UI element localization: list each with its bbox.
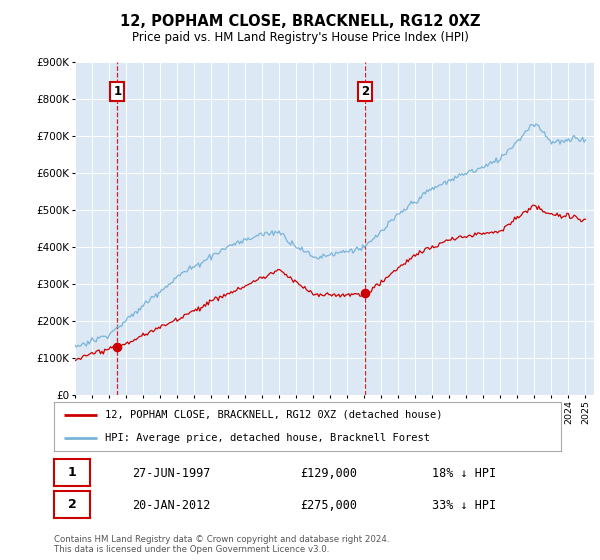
- Text: 1: 1: [68, 465, 76, 479]
- Text: £129,000: £129,000: [300, 466, 357, 480]
- Text: Contains HM Land Registry data © Crown copyright and database right 2024.
This d: Contains HM Land Registry data © Crown c…: [54, 535, 389, 554]
- Text: 27-JUN-1997: 27-JUN-1997: [132, 466, 211, 480]
- Text: Price paid vs. HM Land Registry's House Price Index (HPI): Price paid vs. HM Land Registry's House …: [131, 31, 469, 44]
- Text: 18% ↓ HPI: 18% ↓ HPI: [432, 466, 496, 480]
- Text: 12, POPHAM CLOSE, BRACKNELL, RG12 0XZ: 12, POPHAM CLOSE, BRACKNELL, RG12 0XZ: [120, 14, 480, 29]
- Point: [113, 343, 122, 352]
- Text: £275,000: £275,000: [300, 498, 357, 512]
- Point: [361, 288, 370, 297]
- Text: 1: 1: [113, 85, 121, 97]
- Text: 2: 2: [361, 85, 369, 97]
- Text: 20-JAN-2012: 20-JAN-2012: [132, 498, 211, 512]
- Text: 12, POPHAM CLOSE, BRACKNELL, RG12 0XZ (detached house): 12, POPHAM CLOSE, BRACKNELL, RG12 0XZ (d…: [105, 410, 442, 420]
- Text: 33% ↓ HPI: 33% ↓ HPI: [432, 498, 496, 512]
- Text: 2: 2: [68, 498, 76, 511]
- Text: HPI: Average price, detached house, Bracknell Forest: HPI: Average price, detached house, Brac…: [105, 433, 430, 444]
